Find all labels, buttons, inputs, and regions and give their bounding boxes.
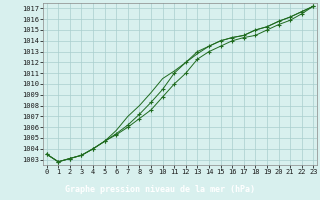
Text: Graphe pression niveau de la mer (hPa): Graphe pression niveau de la mer (hPa) [65, 185, 255, 194]
